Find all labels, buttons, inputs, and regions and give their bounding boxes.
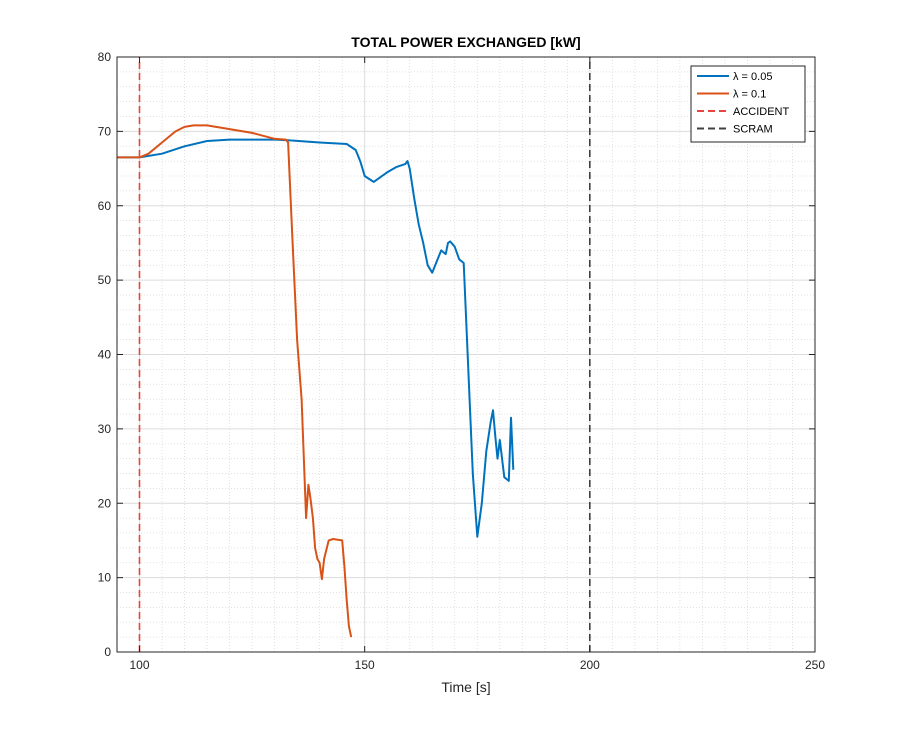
x-tick-label: 150 <box>355 658 375 672</box>
y-tick-label: 30 <box>98 422 112 436</box>
x-tick-label: 200 <box>580 658 600 672</box>
y-tick-label: 20 <box>98 496 112 510</box>
legend-label-3: SCRAM <box>733 124 773 136</box>
x-tick-label: 100 <box>130 658 150 672</box>
x-tick-label: 250 <box>805 658 825 672</box>
series-line-1 <box>117 124 353 638</box>
series-layer <box>117 57 591 652</box>
y-tick-label: 0 <box>104 645 111 659</box>
y-tick-label: 50 <box>98 273 112 287</box>
y-tick-label: 40 <box>98 348 112 362</box>
y-tick-label: 60 <box>98 199 112 213</box>
axis-ticks <box>117 56 816 653</box>
axis-tick-labels: 100 150 200 250 0 10 20 30 40 50 60 70 80 <box>98 50 826 672</box>
legend-label-0: λ = 0.05 <box>733 71 772 83</box>
x-axis-label: Time [s] <box>441 679 490 695</box>
legend-label-2: ACCIDENT <box>733 106 790 118</box>
legend: λ = 0.05 λ = 0.1 ACCIDENT SCRAM <box>690 65 806 143</box>
y-tick-label: 80 <box>98 50 112 64</box>
y-tick-label: 10 <box>98 571 112 585</box>
chart-title: TOTAL POWER EXCHANGED [kW] <box>351 34 580 50</box>
y-tick-label: 70 <box>98 124 112 138</box>
legend-label-1: λ = 0.1 <box>733 89 766 101</box>
